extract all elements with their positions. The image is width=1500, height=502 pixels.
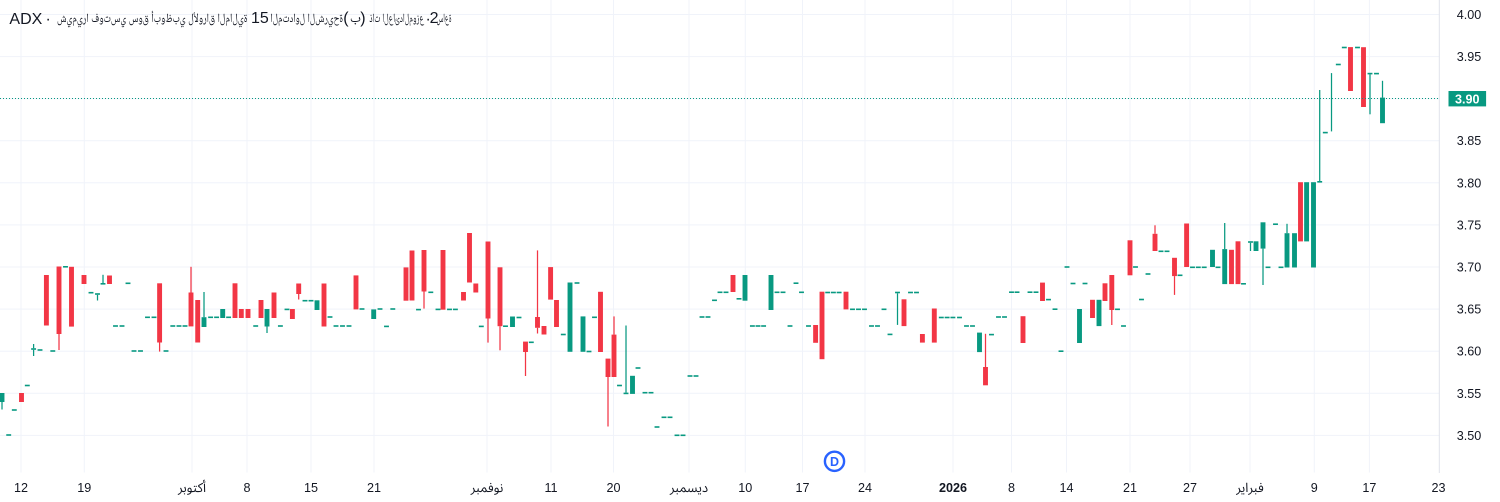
svg-text:8: 8: [1008, 481, 1015, 495]
svg-text:15: 15: [304, 481, 318, 495]
svg-text:23: 23: [1431, 481, 1445, 495]
svg-text:20: 20: [606, 481, 620, 495]
svg-text:3.55: 3.55: [1457, 387, 1482, 401]
svg-text:12: 12: [14, 481, 28, 495]
svg-text:9: 9: [1311, 481, 1318, 495]
svg-text:D: D: [830, 455, 839, 469]
svg-text:ADX: ADX: [9, 11, 42, 28]
svg-text:11: 11: [544, 481, 557, 495]
svg-text:17: 17: [1362, 481, 1376, 495]
svg-text:3.85: 3.85: [1457, 134, 1482, 148]
svg-text:3.70: 3.70: [1457, 261, 1482, 275]
svg-text:·: ·: [46, 11, 51, 28]
svg-text:3.65: 3.65: [1457, 303, 1482, 317]
svg-text:2: 2: [430, 10, 439, 27]
svg-text:8: 8: [243, 481, 250, 495]
svg-text:3.95: 3.95: [1457, 50, 1482, 64]
svg-text:(: (: [343, 10, 349, 27]
svg-text:19: 19: [77, 481, 91, 495]
svg-text:14: 14: [1059, 481, 1073, 495]
svg-text:·: ·: [426, 11, 431, 28]
svg-text:17: 17: [795, 481, 809, 495]
svg-text:2026: 2026: [939, 481, 967, 495]
svg-text:15: 15: [251, 10, 269, 27]
svg-text:4.00: 4.00: [1457, 8, 1482, 22]
svg-text:3.80: 3.80: [1457, 176, 1482, 190]
svg-text:21: 21: [367, 481, 381, 495]
svg-text:27: 27: [1183, 481, 1197, 495]
svg-text:3.90: 3.90: [1455, 92, 1480, 106]
svg-text:24: 24: [858, 481, 872, 495]
svg-text:3.50: 3.50: [1457, 429, 1482, 443]
svg-text:10: 10: [738, 481, 752, 495]
svg-text:21: 21: [1123, 481, 1137, 495]
svg-text:3.75: 3.75: [1457, 218, 1482, 232]
svg-text:3.60: 3.60: [1457, 345, 1482, 359]
svg-text:): ): [360, 10, 365, 27]
